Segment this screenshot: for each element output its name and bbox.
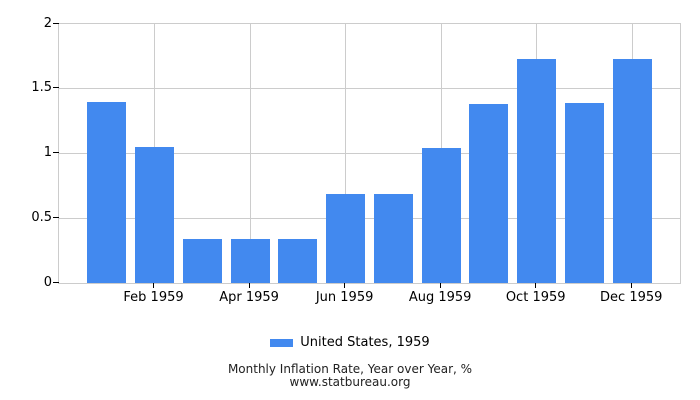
site-credit: www.statbureau.org — [289, 375, 411, 389]
bar — [517, 58, 557, 283]
x-axis-tick-mark — [344, 283, 346, 288]
bar — [182, 238, 222, 283]
y-axis-tick-mark — [53, 281, 59, 283]
bar — [326, 193, 366, 283]
x-axis-tick-label: Dec 1959 — [600, 290, 663, 305]
x-axis-tick-label: Aug 1959 — [408, 290, 472, 305]
bar — [469, 104, 509, 283]
bar — [564, 103, 604, 283]
chart-caption: Monthly Inflation Rate, Year over Year, … — [0, 363, 700, 389]
plot-area — [58, 23, 681, 284]
bar — [278, 238, 318, 283]
gridline-vertical — [345, 24, 347, 283]
y-axis-tick-mark — [53, 22, 59, 24]
y-axis-tick-label: 0.5 — [31, 209, 52, 225]
x-axis-tick-mark — [248, 283, 250, 288]
legend: United States, 1959 — [0, 336, 700, 350]
y-axis-tick-mark — [53, 216, 59, 218]
x-axis-tick-mark — [630, 283, 632, 288]
y-axis-tick-label: 0 — [43, 274, 52, 290]
bar — [421, 148, 461, 283]
bar — [230, 238, 270, 283]
bar — [87, 101, 127, 283]
x-axis-tick-label: Oct 1959 — [505, 290, 566, 305]
gridline-vertical — [249, 24, 251, 283]
legend-swatch — [270, 339, 294, 347]
y-axis-tick-label: 2 — [43, 15, 52, 31]
y-axis-tick-label: 1.5 — [31, 80, 52, 96]
x-axis-tick-mark — [153, 283, 155, 288]
gridline-horizontal — [59, 153, 680, 154]
x-axis-tick-label: Jun 1959 — [315, 290, 374, 305]
bar — [612, 58, 652, 283]
y-axis-tick-mark — [53, 87, 59, 89]
x-axis-tick-mark — [439, 283, 441, 288]
x-axis-tick-label: Feb 1959 — [123, 290, 184, 305]
legend-label: United States, 1959 — [300, 335, 430, 350]
y-axis-tick-label: 1 — [43, 145, 52, 160]
bar — [373, 193, 413, 283]
gridline-horizontal — [59, 217, 680, 219]
gridline-horizontal — [59, 88, 680, 90]
bar — [135, 147, 175, 283]
chart-title: Monthly Inflation Rate, Year over Year, … — [227, 362, 473, 376]
x-axis-tick-mark — [535, 283, 537, 288]
y-axis-tick-mark — [53, 152, 59, 153]
x-axis-tick-label: Apr 1959 — [219, 290, 279, 305]
